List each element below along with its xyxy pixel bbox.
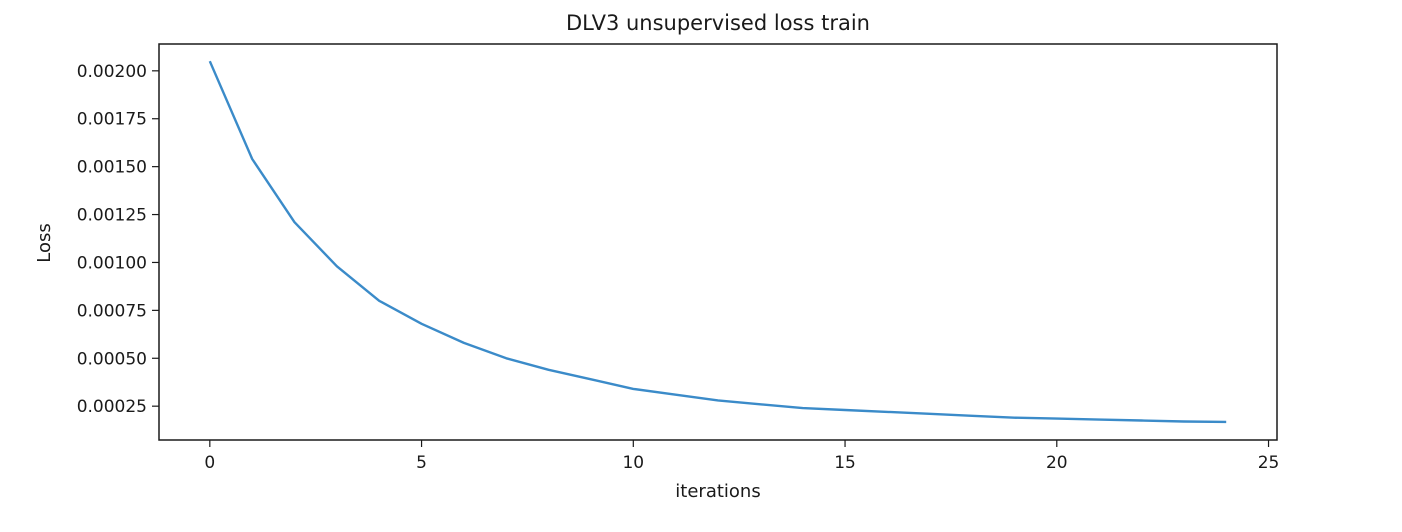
y-tick-label: 0.00100	[77, 253, 147, 273]
y-tick-label: 0.00075	[77, 301, 147, 321]
loss-series-line	[208, 60, 1227, 424]
series-layer	[208, 60, 1227, 424]
x-tick-label: 0	[204, 453, 215, 473]
x-tick-label: 25	[1258, 453, 1280, 473]
plot-frame	[158, 43, 1278, 441]
y-axis-title: Loss	[34, 223, 55, 262]
x-axis-title: iterations	[675, 481, 760, 502]
y-tick-label: 0.00025	[77, 397, 147, 417]
x-tick-label: 15	[834, 453, 856, 473]
y-tick-label: 0.00150	[77, 158, 147, 178]
y-tick-label: 0.00050	[77, 349, 147, 369]
y-tick-label: 0.00175	[77, 110, 147, 130]
ticks: 0 5 10 15 20 25 0.00025 0.00050 0.00075 0.00100 0.…	[77, 62, 1280, 473]
y-tick-label: 0.00200	[77, 62, 147, 82]
x-tick-label: 10	[622, 453, 644, 473]
y-tick-label: 0.00125	[77, 206, 147, 226]
chart-title: DLV3 unsupervised loss train	[566, 11, 870, 35]
x-tick-label: 20	[1046, 453, 1068, 473]
x-tick-label: 5	[416, 453, 427, 473]
